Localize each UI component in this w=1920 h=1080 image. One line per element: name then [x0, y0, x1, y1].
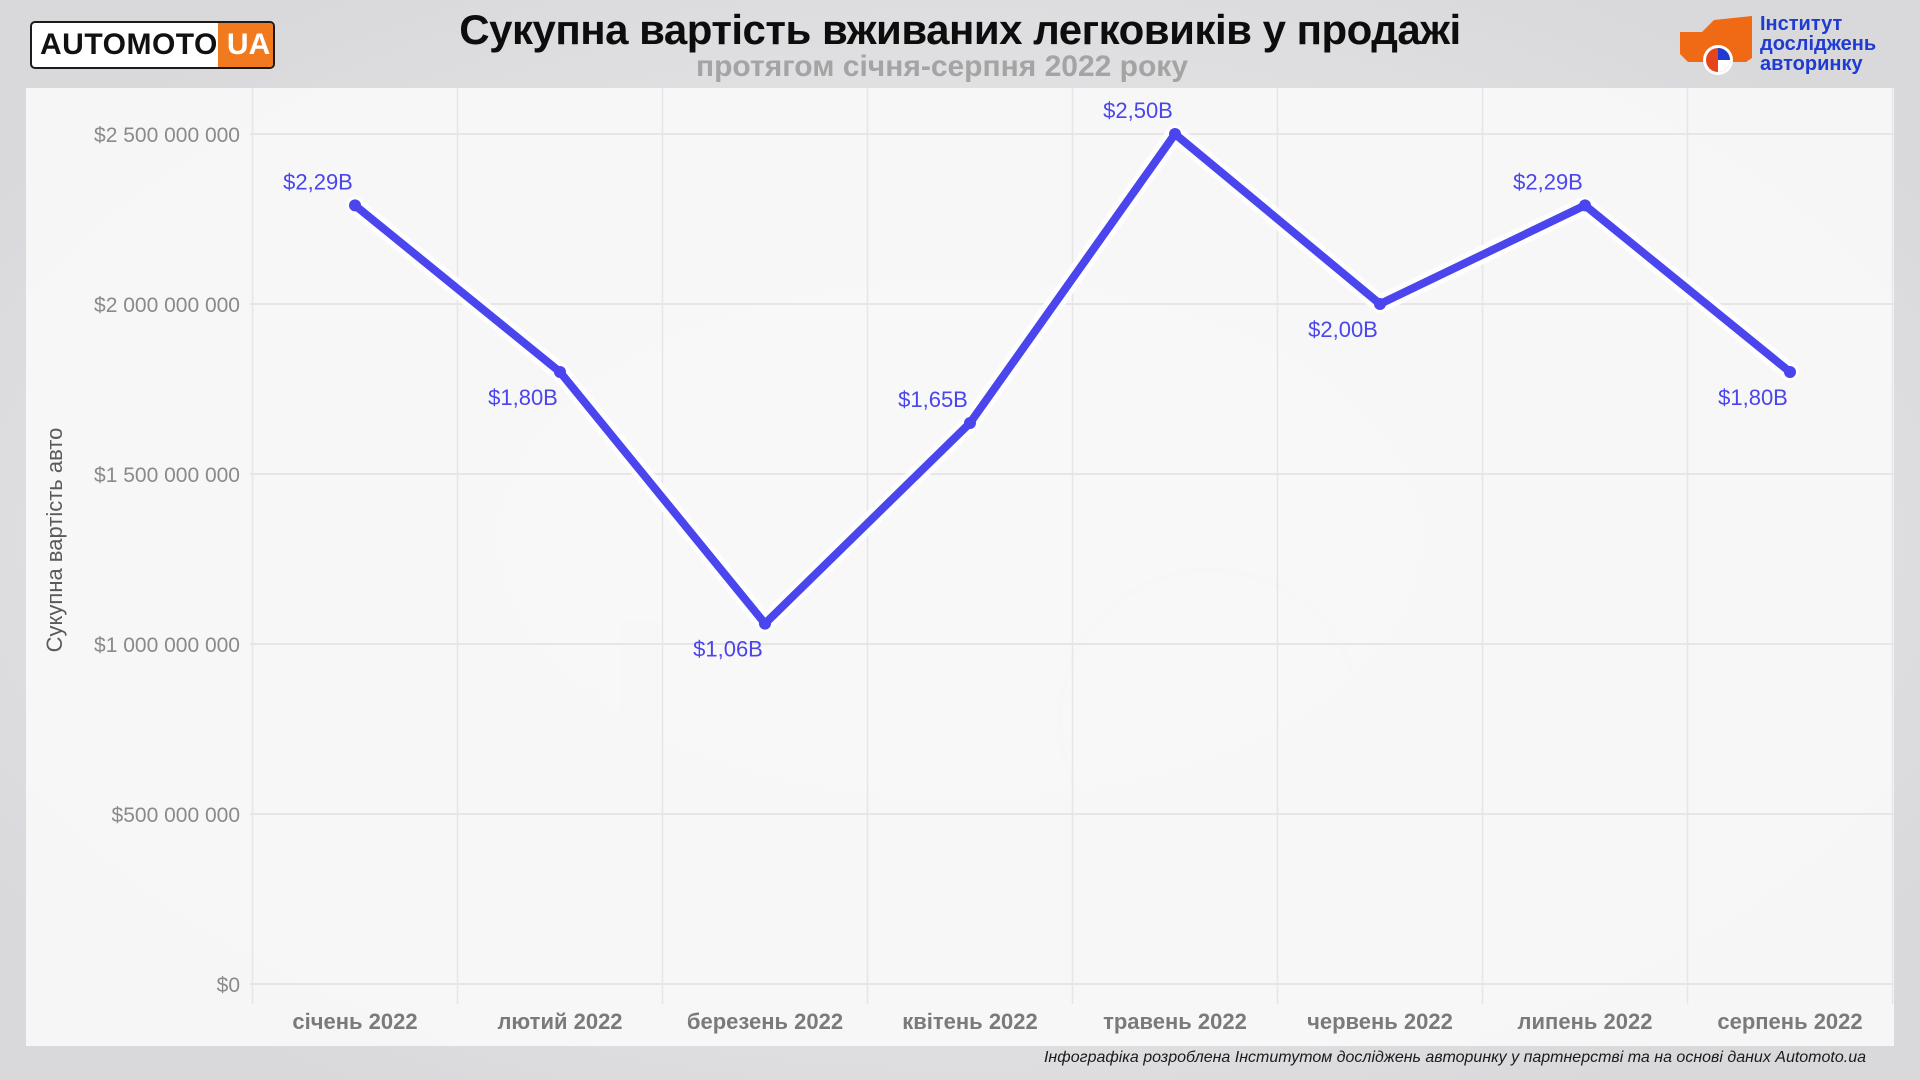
automoto-logo-ua: UA	[217, 23, 273, 67]
x-tick-label: липень 2022	[1518, 1009, 1653, 1034]
data-label: $1,06B	[693, 637, 763, 662]
data-point	[759, 617, 771, 630]
x-tick-label: травень 2022	[1103, 1009, 1247, 1034]
automoto-logo: AUTOMOTO UA	[30, 21, 275, 69]
institute-logo-line: досліджень	[1760, 33, 1877, 55]
data-label: $1,80B	[1718, 385, 1788, 410]
data-label: $2,00B	[1308, 317, 1378, 342]
header: AUTOMOTO UA Сукупна вартість вживаних ле…	[0, 0, 1920, 88]
data-label: $2,50B	[1103, 98, 1173, 123]
x-tick-label: квітень 2022	[902, 1009, 1038, 1034]
data-point	[1169, 128, 1181, 140]
y-tick-label: $1 500 000 000	[94, 464, 240, 487]
data-point	[964, 417, 976, 429]
data-points	[349, 128, 1796, 630]
chart-subtitle: протягом січня-серпня 2022 року	[695, 50, 1189, 83]
data-point	[1784, 366, 1796, 378]
data-point	[554, 366, 566, 378]
chart-title: Сукупна вартість вживаних легковиків у п…	[459, 6, 1461, 53]
y-axis-label: Сукупна вартість авто	[42, 427, 67, 653]
y-tick-label: $2 500 000 000	[94, 124, 240, 147]
data-label: $1,80B	[488, 385, 558, 410]
y-axis-ticks: $0 $500 000 000 $1 000 000 000 $1 500 000 0…	[94, 124, 240, 997]
series-line-layer	[346, 125, 1799, 633]
x-tick-label: березень 2022	[687, 1009, 843, 1034]
data-label: $1,65B	[898, 387, 968, 412]
grid	[250, 88, 1895, 1004]
institute-logo-line: Інститут	[1760, 13, 1843, 35]
data-labels: $2,29B $1,80B $1,06B $1,65B $2,50B $2,00B $2,2…	[283, 98, 1788, 662]
automoto-logo-text: AUTOMOTO	[40, 28, 218, 61]
data-label: $2,29B	[283, 169, 353, 194]
data-label: $2,29B	[1513, 169, 1583, 194]
x-tick-label: червень 2022	[1307, 1009, 1453, 1034]
y-tick-label: $500 000 000	[112, 804, 240, 827]
x-tick-label: серпень 2022	[1717, 1009, 1862, 1034]
x-tick-label: лютий 2022	[497, 1009, 622, 1034]
data-point	[1374, 298, 1386, 310]
footer-credit: Інфографіка розроблена Інститутом дослід…	[1043, 1049, 1866, 1066]
x-axis-ticks: січень 2022 лютий 2022 березень 2022 квітен…	[292, 1009, 1862, 1034]
institute-logo-icon	[1680, 16, 1752, 75]
x-tick-label: січень 2022	[292, 1009, 417, 1034]
series-line	[351, 130, 1794, 628]
institute-logo-text: Інститут досліджень авторинку	[1760, 14, 1900, 74]
y-tick-label: $2 000 000 000	[94, 294, 240, 317]
data-point	[349, 199, 361, 212]
chart-panel	[26, 88, 1894, 1046]
y-tick-label: $1 000 000 000	[94, 634, 240, 657]
institute-logo-line: авторинку	[1760, 53, 1863, 75]
data-point	[1579, 199, 1591, 212]
y-tick-label: $0	[217, 974, 240, 997]
institute-logo: Інститут досліджень авторинку	[1678, 14, 1898, 78]
